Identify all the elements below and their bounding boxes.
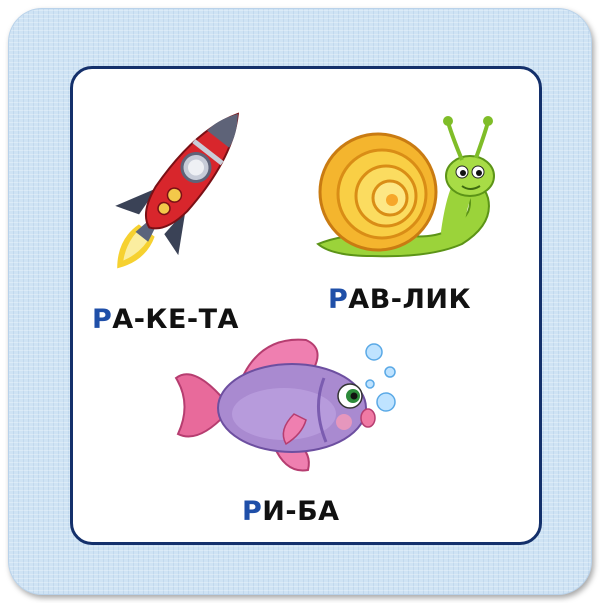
word-ryba-first-letter: Р	[242, 496, 263, 527]
word-ravlyk-first-letter: Р	[328, 284, 349, 315]
word-ravlyk-rest: АВ-ЛИК	[348, 284, 472, 315]
snail-icon	[316, 116, 495, 258]
bubbles-icon	[365, 343, 396, 412]
word-raketa: РА-КЕ-ТА	[92, 304, 239, 335]
word-ravlyk: РАВ-ЛИК	[328, 284, 471, 315]
word-ryba-rest: И-БА	[262, 496, 340, 527]
word-raketa-first-letter: Р	[92, 304, 113, 335]
fish-icon	[174, 338, 376, 472]
rocket-icon	[115, 112, 240, 269]
word-ryba: РИ-БА	[242, 496, 340, 527]
word-raketa-rest: А-КЕ-ТА	[112, 304, 239, 335]
